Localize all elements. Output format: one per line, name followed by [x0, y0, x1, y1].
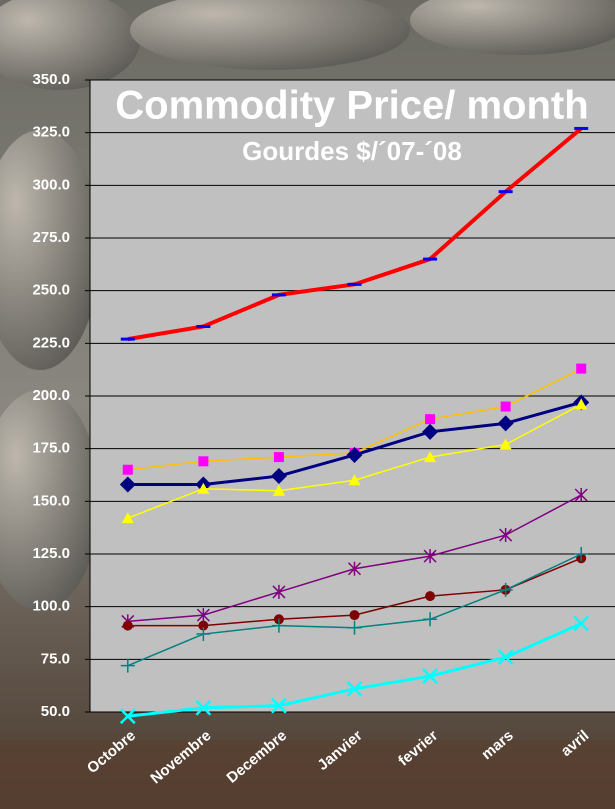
marker — [120, 658, 135, 673]
stone — [0, 0, 140, 90]
marker — [347, 561, 362, 576]
marker — [348, 474, 361, 486]
marker — [497, 415, 514, 432]
marker — [423, 549, 437, 564]
marker — [198, 620, 209, 631]
marker — [346, 680, 363, 697]
marker — [270, 468, 287, 485]
marker — [422, 668, 438, 685]
marker — [576, 363, 587, 374]
marker — [499, 528, 513, 543]
y-tick-label: 175.0 — [32, 440, 70, 457]
marker — [347, 620, 362, 635]
marker — [425, 591, 436, 602]
stone — [130, 0, 410, 70]
marker — [497, 649, 514, 666]
marker — [119, 476, 136, 493]
marker — [122, 620, 133, 631]
y-tick-label: 225.0 — [32, 334, 70, 351]
marker — [423, 612, 438, 627]
marker — [272, 584, 286, 599]
stone — [0, 390, 100, 610]
marker — [121, 512, 134, 524]
marker — [196, 608, 210, 623]
marker — [272, 484, 285, 496]
y-tick-label: 100.0 — [32, 598, 70, 615]
marker — [499, 438, 512, 450]
chart-title: Commodity Price/ month — [115, 84, 588, 128]
marker — [122, 464, 133, 475]
y-tick-label: 275.0 — [32, 229, 70, 246]
marker — [574, 547, 589, 561]
y-tick-label: 300.0 — [32, 176, 70, 193]
marker — [273, 452, 284, 463]
y-tick-label: 350.0 — [32, 71, 70, 88]
marker — [574, 488, 588, 503]
marker — [271, 697, 287, 714]
y-tick-label: 250.0 — [32, 282, 70, 299]
y-tick-label: 150.0 — [32, 492, 70, 509]
chart-subtitle: Gourdes $/´07-´08 — [242, 136, 462, 166]
marker — [575, 398, 588, 410]
y-tick-label: 200.0 — [32, 387, 70, 404]
marker — [198, 456, 209, 467]
marker — [500, 401, 511, 412]
stone — [410, 0, 615, 55]
stone — [0, 130, 100, 370]
y-tick-label: 75.0 — [41, 650, 70, 667]
y-tick-label: 125.0 — [32, 545, 70, 562]
marker — [195, 699, 212, 716]
marker — [498, 582, 513, 597]
y-tick-label: 50.0 — [41, 703, 70, 720]
marker — [422, 423, 439, 440]
marker — [425, 414, 436, 425]
marker — [573, 615, 590, 632]
marker — [271, 618, 286, 633]
marker — [424, 451, 437, 463]
y-tick-label: 325.0 — [32, 124, 70, 141]
marker — [119, 708, 136, 725]
marker — [197, 482, 210, 494]
marker — [349, 610, 360, 621]
wood — [0, 740, 615, 809]
marker — [346, 446, 363, 463]
marker — [196, 627, 211, 642]
